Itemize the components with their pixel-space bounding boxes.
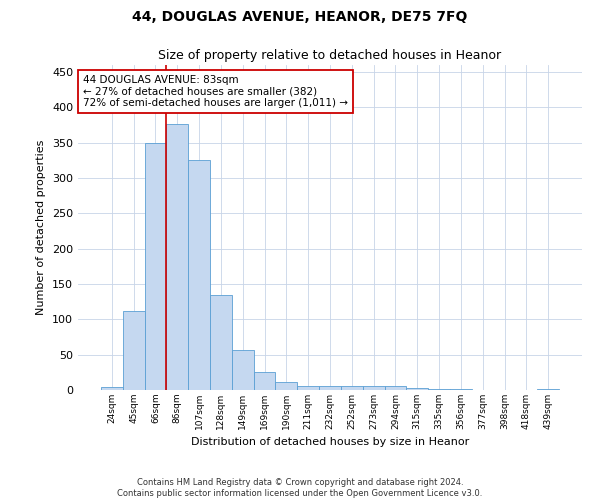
Bar bbox=[188, 160, 210, 390]
Bar bbox=[275, 382, 297, 390]
X-axis label: Distribution of detached houses by size in Heanor: Distribution of detached houses by size … bbox=[191, 438, 469, 448]
Bar bbox=[363, 386, 385, 390]
Bar bbox=[123, 311, 145, 390]
Bar bbox=[385, 386, 406, 390]
Bar bbox=[166, 124, 188, 390]
Text: 44 DOUGLAS AVENUE: 83sqm
← 27% of detached houses are smaller (382)
72% of semi-: 44 DOUGLAS AVENUE: 83sqm ← 27% of detach… bbox=[83, 74, 348, 108]
Bar bbox=[537, 388, 559, 390]
Bar bbox=[297, 386, 319, 390]
Y-axis label: Number of detached properties: Number of detached properties bbox=[37, 140, 46, 315]
Bar bbox=[341, 386, 363, 390]
Bar bbox=[210, 294, 232, 390]
Bar bbox=[232, 350, 254, 390]
Bar bbox=[101, 387, 123, 390]
Title: Size of property relative to detached houses in Heanor: Size of property relative to detached ho… bbox=[158, 50, 502, 62]
Bar bbox=[319, 386, 341, 390]
Bar bbox=[406, 388, 428, 390]
Text: 44, DOUGLAS AVENUE, HEANOR, DE75 7FQ: 44, DOUGLAS AVENUE, HEANOR, DE75 7FQ bbox=[133, 10, 467, 24]
Text: Contains HM Land Registry data © Crown copyright and database right 2024.
Contai: Contains HM Land Registry data © Crown c… bbox=[118, 478, 482, 498]
Bar bbox=[254, 372, 275, 390]
Bar bbox=[145, 144, 166, 390]
